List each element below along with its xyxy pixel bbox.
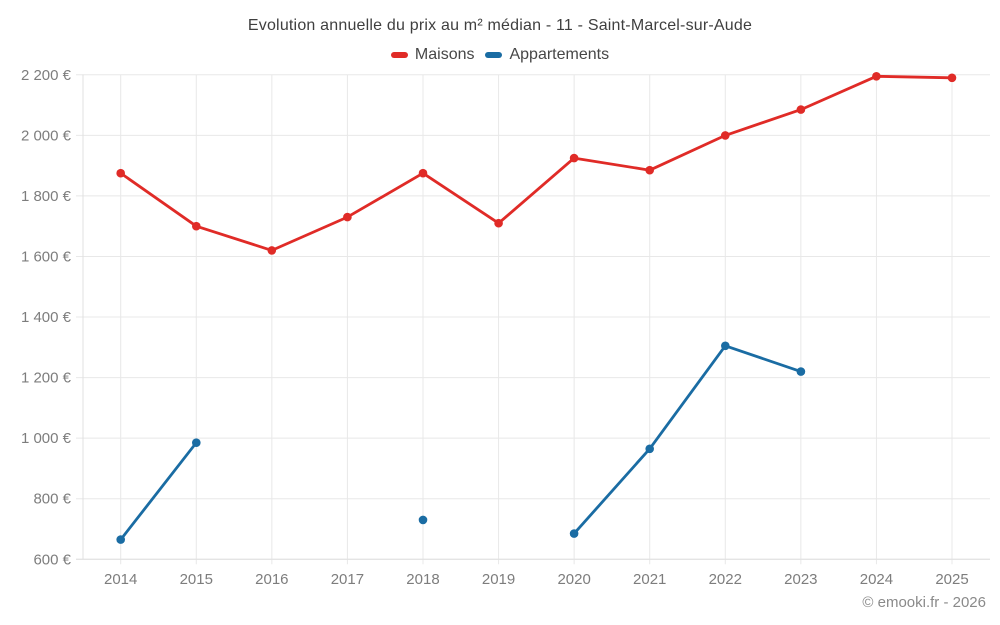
legend-label-appartements: Appartements: [509, 46, 610, 63]
data-point-maisons-2022[interactable]: [721, 131, 730, 140]
legend-item-maisons[interactable]: Maisons: [390, 46, 475, 64]
series-line-appartements: [572, 344, 803, 535]
data-point-appartements-2020[interactable]: [569, 529, 579, 538]
y-tick-label: 600 €: [33, 551, 71, 568]
data-point-maisons-2014[interactable]: [116, 168, 125, 178]
x-tick-label: 2017: [331, 571, 364, 588]
data-point-maisons-2020[interactable]: [569, 153, 579, 163]
data-point-maisons-2016[interactable]: [267, 246, 277, 255]
x-tick-label: 2018: [406, 571, 439, 588]
data-point-appartements-2015[interactable]: [192, 438, 201, 448]
series-line-maisons: [119, 74, 954, 252]
y-tick-label: 1 800 €: [21, 188, 72, 205]
x-tick-label: 2025: [935, 571, 968, 588]
y-tick-label: 2 200 €: [21, 67, 72, 84]
x-tick-label: 2021: [633, 571, 666, 588]
maisons-series-swatch-icon: [390, 52, 408, 58]
x-tick-label: 2014: [104, 571, 137, 588]
x-tick-label: 2015: [180, 571, 213, 588]
y-tick-label: 1 000 €: [21, 430, 72, 447]
data-point-appartements-2023[interactable]: [796, 367, 806, 376]
x-tick-label: 2022: [709, 571, 742, 588]
x-tick-label: 2023: [784, 571, 817, 588]
x-tick-label: 2019: [482, 571, 515, 588]
y-tick-label: 1 600 €: [21, 248, 72, 265]
data-point-appartements-2022[interactable]: [721, 341, 730, 351]
y-tick-label: 800 €: [33, 491, 71, 508]
data-point-maisons-2023[interactable]: [796, 105, 806, 114]
legend-label-maisons: Maisons: [414, 46, 475, 63]
y-tick-label: 1 200 €: [21, 370, 72, 387]
data-point-maisons-2017[interactable]: [343, 212, 352, 222]
x-tick-label: 2020: [557, 571, 590, 588]
data-point-maisons-2025[interactable]: [947, 73, 957, 83]
y-tick-label: 2 000 €: [21, 127, 72, 144]
data-point-appartements-2018[interactable]: [418, 515, 428, 525]
data-point-maisons-2018[interactable]: [418, 168, 428, 178]
x-tick-label: 2024: [860, 571, 893, 588]
legend-item-appartements[interactable]: Appartements: [485, 46, 609, 64]
data-point-maisons-2021[interactable]: [645, 165, 654, 175]
data-point-maisons-2015[interactable]: [192, 221, 201, 231]
series-line-appartements: [119, 441, 198, 541]
data-point-maisons-2024[interactable]: [872, 72, 881, 81]
legend: Maisons Appartements: [0, 46, 1000, 64]
appartements-series-swatch-icon: [485, 52, 503, 58]
data-point-appartements-2021[interactable]: [645, 444, 654, 454]
copyright: © emooki.fr - 2026: [862, 594, 986, 611]
y-tick-label: 1 400 €: [21, 309, 72, 326]
chart-title: Evolution annuelle du prix au m² médian …: [247, 17, 753, 34]
data-point-maisons-2019[interactable]: [494, 218, 503, 228]
data-point-appartements-2014[interactable]: [116, 535, 125, 544]
x-tick-label: 2016: [255, 571, 288, 588]
